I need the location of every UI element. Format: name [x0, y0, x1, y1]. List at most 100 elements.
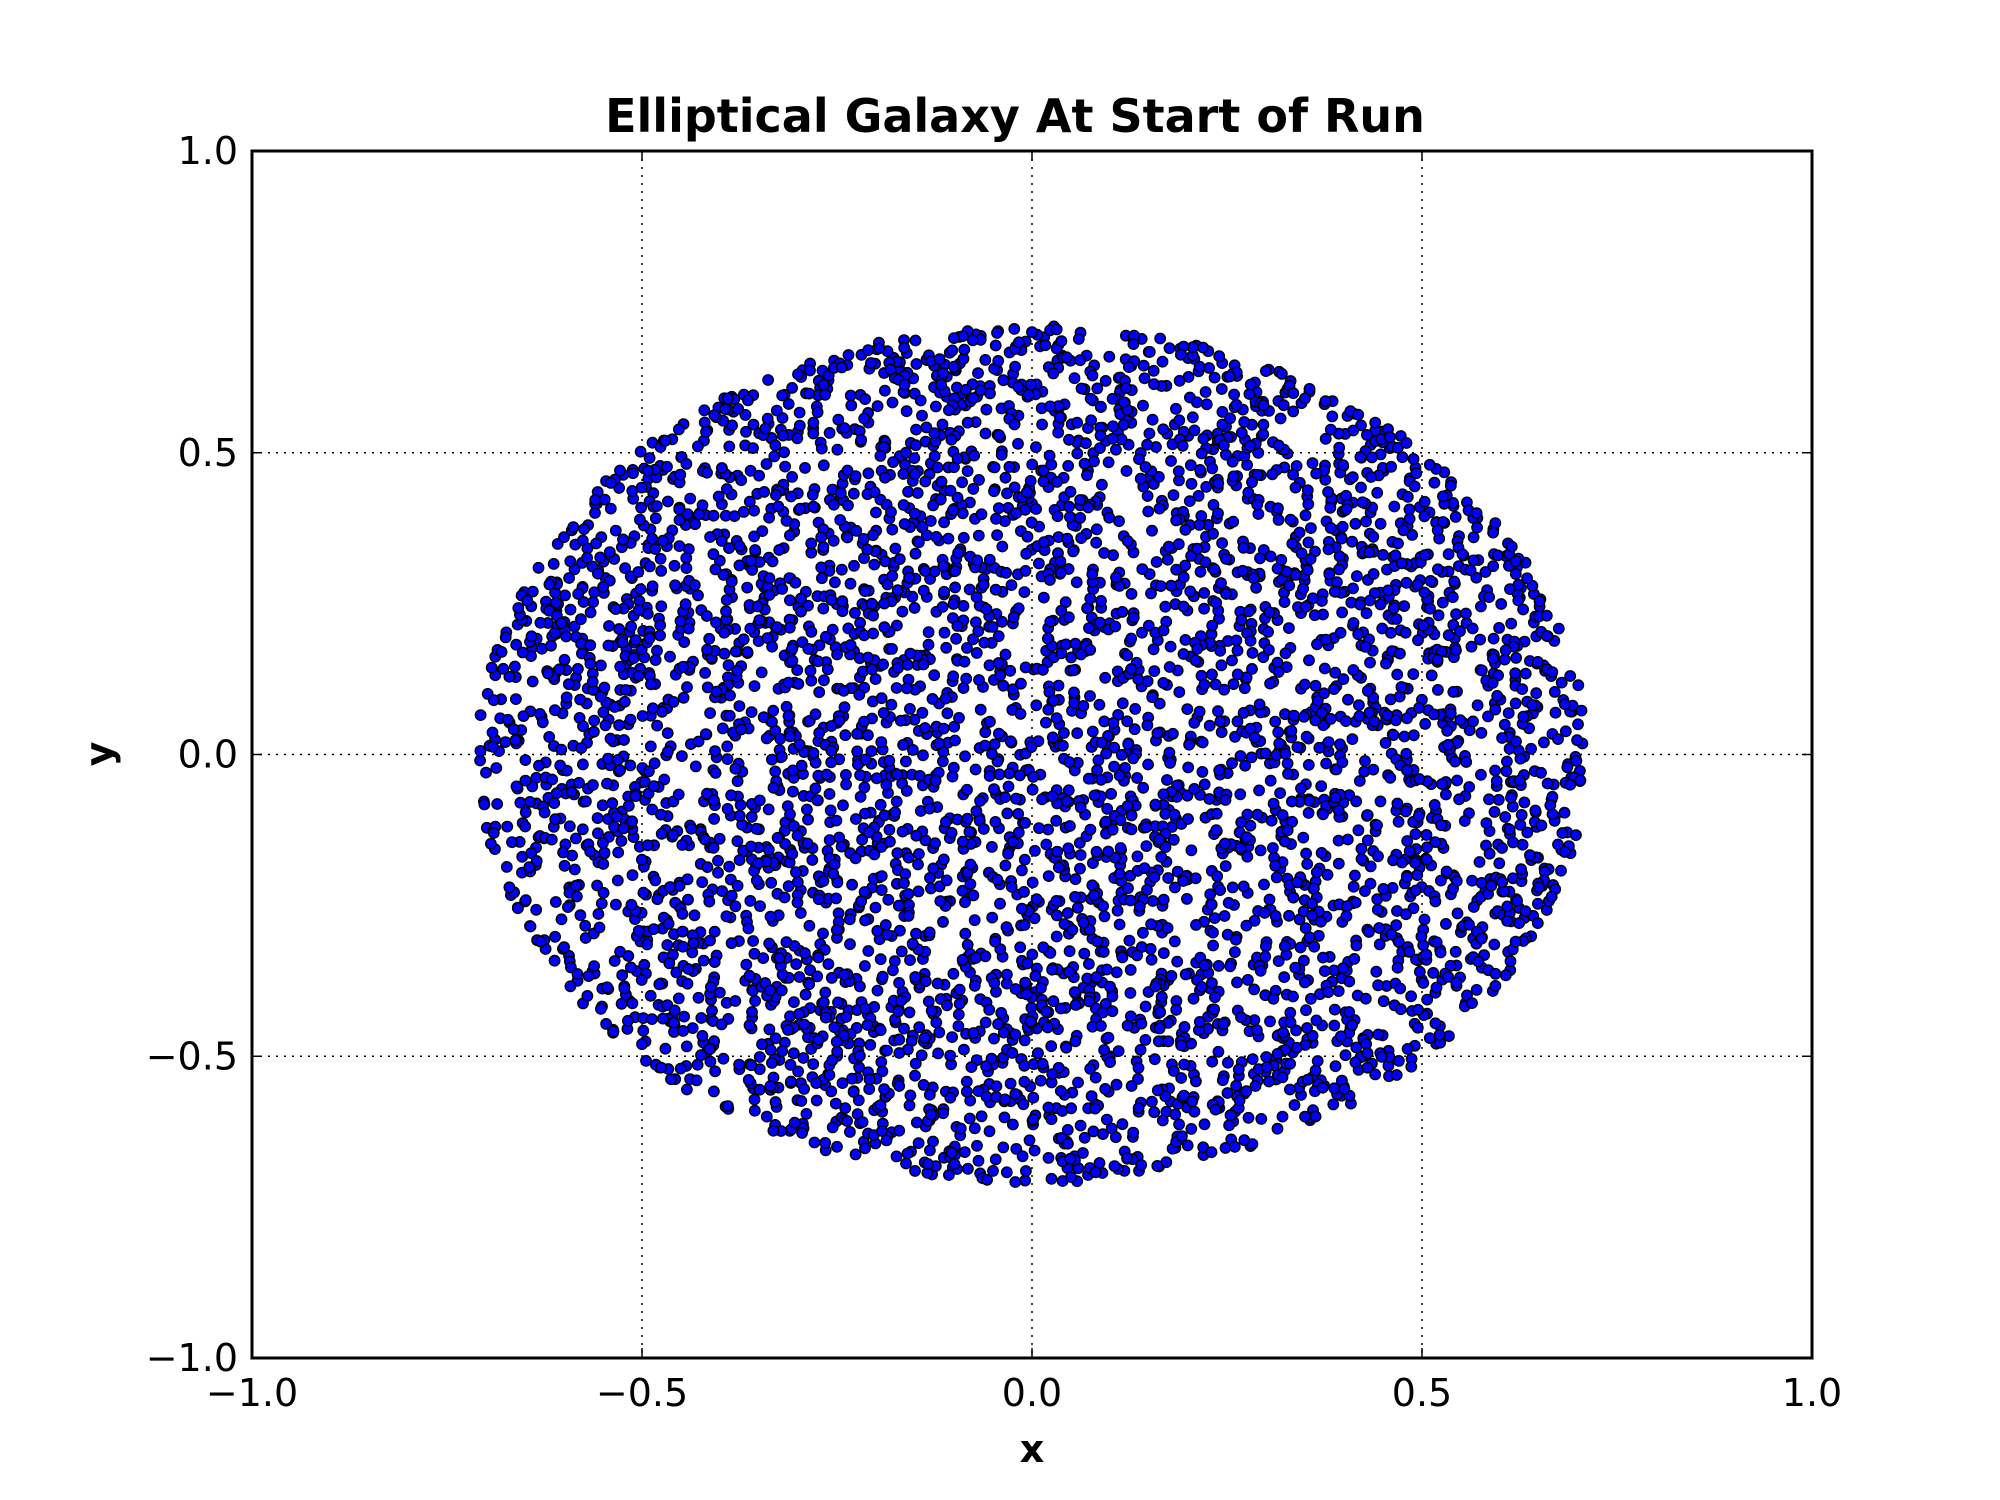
scatter-point [847, 487, 860, 500]
scatter-point [1242, 486, 1255, 499]
scatter-point [937, 560, 950, 573]
scatter-point [1003, 767, 1016, 780]
scatter-point [593, 921, 606, 934]
scatter-point [708, 409, 721, 421]
scatter-point [1237, 707, 1250, 719]
scatter-point [881, 928, 893, 941]
scatter-point [1125, 823, 1138, 836]
scatter-point [699, 728, 712, 740]
scatter-point [892, 1005, 905, 1018]
scatter-point [647, 923, 660, 935]
scatter-point [1039, 339, 1052, 352]
scatter-point [832, 996, 844, 1009]
scatter-point [740, 958, 753, 971]
scatter-point [1132, 1062, 1145, 1074]
scatter-point [1305, 992, 1317, 1005]
scatter-point [1231, 715, 1244, 728]
scatter-point [1096, 1006, 1109, 1019]
scatter-point [835, 563, 848, 576]
scatter-point [741, 581, 754, 594]
scatter-point [1071, 901, 1084, 914]
scatter-point [1198, 602, 1211, 615]
scatter-point [1412, 810, 1425, 823]
scatter-point [1089, 1071, 1102, 1084]
scatter-point [1399, 626, 1412, 639]
scatter-point [840, 778, 852, 791]
scatter-point [867, 627, 879, 640]
scatter-point [981, 1173, 993, 1186]
scatter-point [859, 960, 871, 972]
scatter-point [983, 553, 996, 566]
scatter-point [1220, 588, 1233, 600]
scatter-point [1102, 1031, 1115, 1044]
scatter-point [1198, 587, 1211, 599]
scatter-point [791, 896, 804, 909]
scatter-point [1390, 714, 1402, 727]
scatter-point [830, 1035, 843, 1048]
scatter-point [1517, 710, 1530, 723]
scatter-point [568, 620, 581, 633]
scatter-point [759, 422, 772, 435]
scatter-point [1026, 458, 1039, 471]
scatter-point [1115, 749, 1128, 761]
scatter-point [951, 620, 964, 632]
scatter-point [862, 651, 874, 664]
scatter-point [1047, 367, 1060, 380]
scatter-point [1317, 951, 1329, 964]
scatter-point [1054, 566, 1067, 579]
scatter-point [749, 544, 761, 556]
scatter-point [984, 715, 996, 728]
scatter-point [1116, 1118, 1129, 1131]
scatter-point [514, 796, 527, 809]
scatter-point [571, 890, 583, 903]
scatter-point [1300, 1004, 1312, 1017]
scatter-point [699, 833, 711, 846]
scatter-point [1350, 939, 1363, 952]
scatter-point [1368, 715, 1381, 728]
scatter-point [1027, 771, 1040, 783]
scatter-point [1449, 511, 1462, 523]
scatter-point [1260, 1051, 1273, 1063]
scatter-point [1237, 541, 1250, 554]
scatter-point [913, 1021, 926, 1034]
scatter-point [1472, 955, 1485, 968]
scatter-point [1380, 657, 1392, 670]
scatter-point [709, 767, 722, 779]
scatter-point [794, 502, 807, 515]
scatter-point [1103, 350, 1116, 363]
scatter-point [1473, 856, 1486, 868]
scatter-point [1223, 370, 1236, 383]
scatter-point [1571, 734, 1584, 747]
scatter-point [1276, 1071, 1289, 1084]
scatter-point [1009, 1088, 1022, 1100]
scatter-point [716, 885, 728, 897]
scatter-point [637, 886, 650, 899]
scatter-point [1226, 881, 1239, 894]
scatter-point [910, 1116, 923, 1129]
scatter-point [1227, 678, 1240, 690]
scatter-point [1420, 829, 1433, 841]
scatter-point [1016, 864, 1028, 877]
scatter-point [1311, 638, 1323, 651]
scatter-point [805, 537, 818, 550]
scatter-point [1332, 857, 1345, 870]
scatter-point [1263, 644, 1275, 656]
scatter-point [1163, 342, 1176, 355]
scatter-point [1442, 738, 1455, 751]
scatter-point [1417, 619, 1430, 632]
scatter-point [1243, 388, 1256, 400]
scatter-point [867, 609, 879, 622]
scatter-point [1510, 652, 1523, 664]
scatter-point [655, 827, 668, 840]
scatter-point [710, 685, 723, 698]
scatter-point [828, 1021, 841, 1034]
scatter-point [790, 958, 803, 970]
scatter-point [918, 1032, 931, 1044]
scatter-point [1012, 380, 1025, 393]
scatter-point [910, 358, 923, 370]
scatter-point [792, 678, 805, 690]
scatter-point [819, 1011, 832, 1024]
scatter-point [1385, 626, 1397, 639]
scatter-point [1193, 705, 1206, 718]
scatter-point [880, 1134, 893, 1147]
